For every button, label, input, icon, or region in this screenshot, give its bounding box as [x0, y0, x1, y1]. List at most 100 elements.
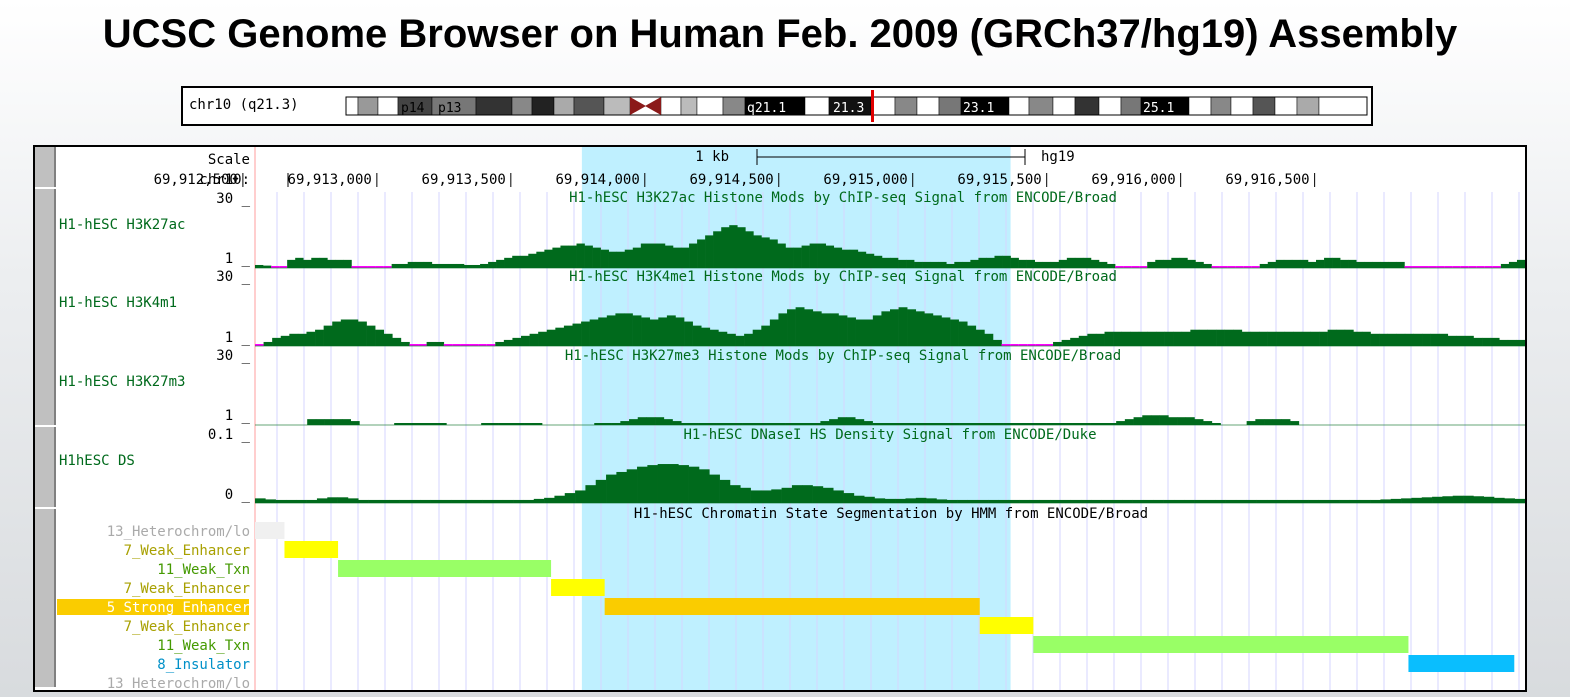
- signal-bar: [890, 423, 899, 425]
- position-tick-label: 69,915,500: [957, 172, 1041, 188]
- signal-bar: [1359, 499, 1371, 503]
- segmentation-block[interactable]: [284, 541, 339, 558]
- genome-browser-image[interactable]: Scale 1 kb hg19 chr10: 69,912,500 69,913,…: [33, 145, 1527, 692]
- ideogram-bands[interactable]: p14 p13 q21.1 21.3 23.1 25.1: [183, 88, 1371, 124]
- signal-bar: [1204, 499, 1216, 503]
- signal-gap-mark: [409, 344, 419, 346]
- signal-bar: [959, 423, 969, 425]
- signal-gap-mark: [1251, 266, 1260, 268]
- signal-bar: [994, 255, 1003, 268]
- signal-bar: [1198, 329, 1208, 346]
- signal-bar: [637, 466, 648, 503]
- signal-bar: [1002, 255, 1011, 268]
- signal-bar: [1020, 423, 1030, 425]
- signal-bar: [873, 255, 883, 268]
- signal-bar: [502, 499, 514, 503]
- signal-bar: [709, 329, 719, 346]
- signal-bar: [898, 423, 908, 425]
- signal-bar: [1138, 331, 1148, 346]
- signal-bar: [906, 259, 915, 268]
- signal-bar: [1121, 331, 1131, 346]
- signal-bar: [688, 466, 700, 503]
- signal-bar: [1107, 423, 1117, 425]
- signal-bar: [672, 421, 682, 425]
- signal-bar: [647, 465, 658, 503]
- signal-bar: [337, 497, 349, 503]
- signal-bar: [1267, 261, 1277, 268]
- segmentation-block[interactable]: [1033, 636, 1409, 653]
- signal-bar: [689, 423, 699, 425]
- signal-bar: [1379, 333, 1389, 346]
- signal-bar: [1388, 261, 1397, 268]
- signal-gap-mark: [255, 344, 264, 346]
- signal-bar: [496, 259, 505, 268]
- signal-bar: [761, 325, 771, 346]
- tracks-canvas[interactable]: Scale 1 kb hg19 chr10: 69,912,500 69,913,…: [35, 147, 1525, 690]
- signal-bar: [568, 245, 577, 268]
- segmentation-block[interactable]: [604, 598, 980, 615]
- signal-bar: [984, 333, 994, 346]
- segmentation-block[interactable]: [255, 522, 285, 539]
- segmentation-row-label: 7_Weak_Enhancer: [124, 581, 250, 597]
- signal-bar: [768, 423, 778, 425]
- signal-bar: [1308, 499, 1319, 503]
- signal-bar: [698, 469, 710, 503]
- signal-bar: [753, 235, 762, 268]
- signal-bar: [1297, 499, 1309, 503]
- scale-bar-label: 1 kb: [695, 149, 729, 165]
- signal-bar: [950, 423, 960, 425]
- signal-bar: [970, 259, 979, 268]
- segmentation-block[interactable]: [979, 617, 1034, 634]
- band-label-q21-1: q21.1: [747, 101, 786, 116]
- segmentation-block[interactable]: [338, 560, 552, 577]
- signal-bar: [420, 423, 430, 425]
- signal-bar: [272, 337, 282, 346]
- track-max-h3k4me1: 30 _: [216, 269, 250, 285]
- signal-bar: [843, 493, 855, 503]
- signal-bar: [350, 421, 360, 425]
- signal-bar: [1104, 331, 1114, 346]
- signal-bar: [1281, 419, 1291, 425]
- signal-bar: [648, 243, 658, 268]
- signal-gap-mark: [1219, 266, 1228, 268]
- signal-bar: [785, 247, 794, 268]
- signal-bar: [316, 498, 328, 503]
- band-label-23-1: 23.1: [963, 101, 994, 116]
- signal-gap-mark: [1460, 266, 1469, 268]
- signal-bar: [793, 247, 802, 268]
- signal-bar: [637, 417, 647, 425]
- scale-label: Scale: [208, 152, 250, 168]
- signal-gap-mark: [1001, 344, 1011, 346]
- signal-bar: [1258, 331, 1268, 346]
- signal-bar: [461, 499, 473, 503]
- signal-bar: [1034, 261, 1044, 268]
- signal-bar: [341, 419, 351, 425]
- signal-bar: [1074, 257, 1084, 268]
- signal-bar: [1336, 329, 1346, 346]
- signal-bar: [985, 423, 995, 425]
- chromosome-ideogram[interactable]: chr10 (q21.3) p14 p13 q21.1 21.3 23.1 25…: [181, 86, 1373, 126]
- segmentation-block[interactable]: [1408, 655, 1515, 672]
- signal-bar: [962, 261, 971, 268]
- signal-bar: [1019, 499, 1030, 503]
- signal-bar: [881, 257, 891, 268]
- track-label-h3k27ac[interactable]: H1-hESC H3K27ac: [59, 217, 185, 233]
- signal-bar: [303, 259, 312, 268]
- segmentation-block[interactable]: [551, 579, 605, 596]
- signal-bar: [833, 247, 843, 268]
- signal-bar: [735, 335, 745, 346]
- signal-bar: [503, 339, 513, 346]
- signal-bar: [857, 251, 867, 268]
- track-label-h3k4me1[interactable]: H1-hESC H3K4m1: [59, 295, 177, 311]
- track-label-dnase[interactable]: H1hESC DS: [59, 453, 135, 469]
- signal-bar: [1504, 498, 1515, 503]
- signal-bar: [589, 319, 599, 346]
- signal-bar: [515, 423, 525, 425]
- track-label-h3k27me3[interactable]: H1-hESC H3K27m3: [59, 374, 185, 390]
- signal-bar: [1173, 499, 1185, 503]
- signal-bar: [1241, 331, 1251, 346]
- signal-bar: [606, 315, 616, 346]
- signal-bar: [1340, 259, 1349, 268]
- signal-bar: [463, 264, 473, 268]
- signal-bar: [411, 423, 421, 425]
